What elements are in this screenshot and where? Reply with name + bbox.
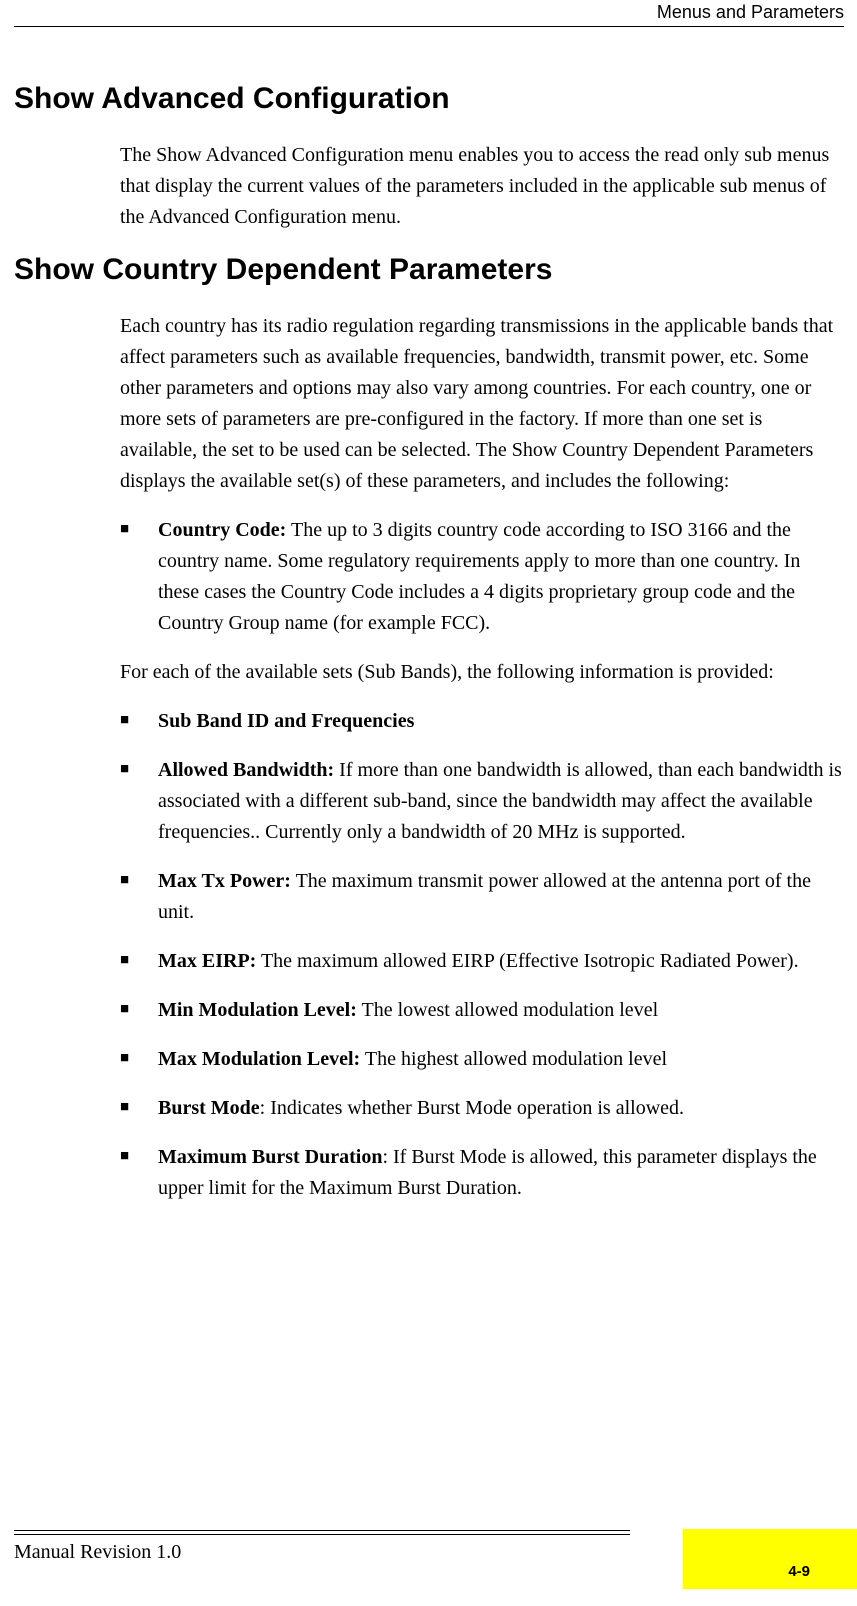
list-item: Burst Mode: Indicates whether Burst Mode… — [120, 1093, 844, 1124]
bullet-list: Sub Band ID and Frequencies Allowed Band… — [120, 706, 844, 1204]
list-item: Sub Band ID and Frequencies — [120, 706, 844, 737]
term-text: The highest allowed modulation level — [360, 1048, 667, 1070]
page-number: 4-9 — [788, 1563, 810, 1580]
term-label: Min Modulation Level: — [158, 999, 357, 1021]
running-header: Menus and Parameters — [657, 2, 844, 23]
page-highlight — [683, 1529, 857, 1589]
footer-rule — [14, 1530, 630, 1531]
list-item: Allowed Bandwidth: If more than one band… — [120, 755, 844, 848]
list-item: Maximum Burst Duration: If Burst Mode is… — [120, 1142, 844, 1204]
list-item: Max EIRP: The maximum allowed EIRP (Effe… — [120, 946, 844, 977]
term-label: Allowed Bandwidth: — [158, 759, 334, 781]
list-item: Min Modulation Level: The lowest allowed… — [120, 995, 844, 1026]
body-paragraph: The Show Advanced Configuration menu ena… — [120, 140, 844, 233]
content-area: Show Advanced Configuration The Show Adv… — [14, 62, 844, 1222]
header-rule — [14, 26, 844, 27]
term-label: Max Tx Power: — [158, 870, 291, 892]
bullet-list: Country Code: The up to 3 digits country… — [120, 515, 844, 639]
footer-revision: Manual Revision 1.0 — [14, 1541, 181, 1564]
footer-rule — [14, 1534, 630, 1535]
term-label: Sub Band ID and Frequencies — [158, 710, 414, 732]
term-text: The maximum allowed EIRP (Effective Isot… — [256, 950, 798, 972]
body-paragraph: For each of the available sets (Sub Band… — [120, 657, 844, 688]
term-text: The lowest allowed modulation level — [357, 999, 658, 1021]
page: Menus and Parameters Show Advanced Confi… — [0, 0, 857, 1606]
section-heading-advanced-config: Show Advanced Configuration — [14, 82, 844, 116]
list-item: Max Tx Power: The maximum transmit power… — [120, 866, 844, 928]
term-label: Maximum Burst Duration — [158, 1146, 382, 1168]
term-label: Max EIRP: — [158, 950, 256, 972]
list-item: Country Code: The up to 3 digits country… — [120, 515, 844, 639]
term-text: : Indicates whether Burst Mode operation… — [260, 1097, 684, 1119]
term-label: Max Modulation Level: — [158, 1048, 360, 1070]
section-heading-country-params: Show Country Dependent Parameters — [14, 253, 844, 287]
term-label: Burst Mode — [158, 1097, 260, 1119]
term-label: Country Code: — [158, 519, 286, 541]
body-paragraph: Each country has its radio regulation re… — [120, 311, 844, 497]
list-item: Max Modulation Level: The highest allowe… — [120, 1044, 844, 1075]
